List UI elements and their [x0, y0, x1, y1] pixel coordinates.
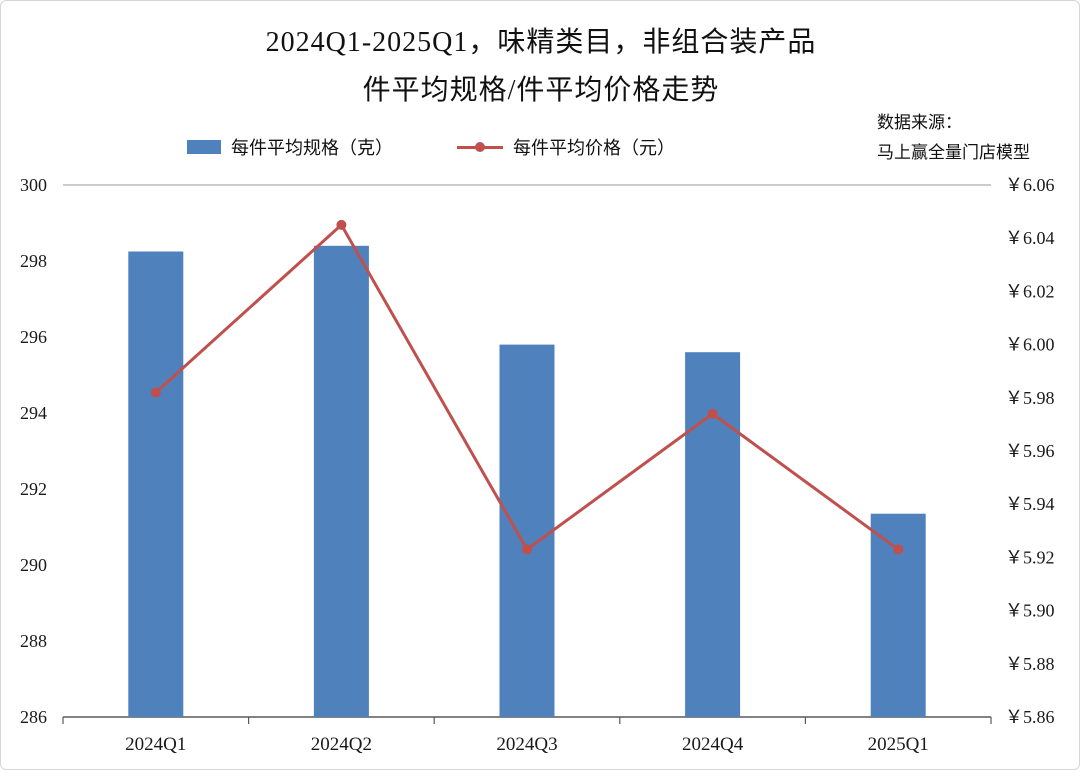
right-axis-tick-label: ￥5.92 [1005, 547, 1055, 567]
x-axis-category-label: 2024Q1 [125, 734, 186, 755]
price-point-2024Q3 [522, 544, 532, 555]
right-axis-tick-label: ￥5.98 [1005, 388, 1055, 408]
right-axis-tick-label: ￥6.06 [1005, 175, 1055, 195]
legend-bar-label: 每件平均规格（克） [231, 138, 393, 158]
right-axis-tick-label: ￥5.94 [1005, 494, 1055, 514]
left-axis-tick-label: 292 [20, 479, 47, 499]
legend-line-label: 每件平均价格（元） [513, 138, 675, 158]
right-axis-tick-label: ￥5.96 [1005, 441, 1055, 461]
right-axis-tick-label: ￥6.02 [1005, 281, 1055, 301]
price-point-2025Q1 [893, 544, 904, 555]
legend: 每件平均规格（克） 每件平均价格（元） [1, 134, 861, 160]
left-axis-tick-label: 290 [20, 555, 47, 575]
x-axis-category-label: 2025Q1 [868, 734, 929, 755]
legend-item-spec: 每件平均规格（克） [187, 134, 393, 160]
left-axis-tick-label: 298 [20, 251, 47, 271]
legend-line-dot-icon [475, 142, 485, 152]
bar-2024Q2 [313, 245, 369, 718]
price-point-2024Q2 [336, 219, 347, 230]
legend-line-swatch [457, 142, 503, 152]
right-axis-tick-label: ￥6.04 [1005, 228, 1055, 248]
right-axis-tick-label: ￥5.86 [1005, 707, 1055, 727]
x-axis-category-label: 2024Q3 [496, 734, 557, 755]
data-source-line2: 马上赢全量门店模型 [877, 143, 1030, 162]
left-axis-tick-label: 296 [20, 327, 47, 347]
right-axis-tick-label: ￥6.00 [1005, 335, 1055, 355]
right-axis-tick-label: ￥5.90 [1005, 601, 1055, 621]
bar-2024Q3 [499, 344, 555, 717]
left-axis-tick-label: 294 [20, 403, 47, 423]
data-source-line1: 数据来源： [877, 113, 962, 132]
left-axis-tick-label: 288 [20, 631, 47, 651]
bar-2024Q4 [685, 352, 741, 717]
legend-bar-swatch [187, 140, 221, 154]
bar-2025Q1 [870, 513, 926, 717]
price-point-2024Q1 [150, 387, 161, 398]
x-axis-category-label: 2024Q2 [311, 734, 372, 755]
x-axis-category-label: 2024Q4 [682, 734, 744, 755]
legend-item-price: 每件平均价格（元） [457, 134, 675, 160]
price-point-2024Q4 [707, 408, 718, 419]
data-source-note: 数据来源： 马上赢全量门店模型 [877, 108, 1030, 168]
left-axis-tick-label: 300 [20, 175, 47, 195]
right-axis-tick-label: ￥5.88 [1005, 654, 1055, 674]
bar-2024Q1 [128, 251, 184, 717]
left-axis-tick-label: 286 [20, 707, 47, 727]
